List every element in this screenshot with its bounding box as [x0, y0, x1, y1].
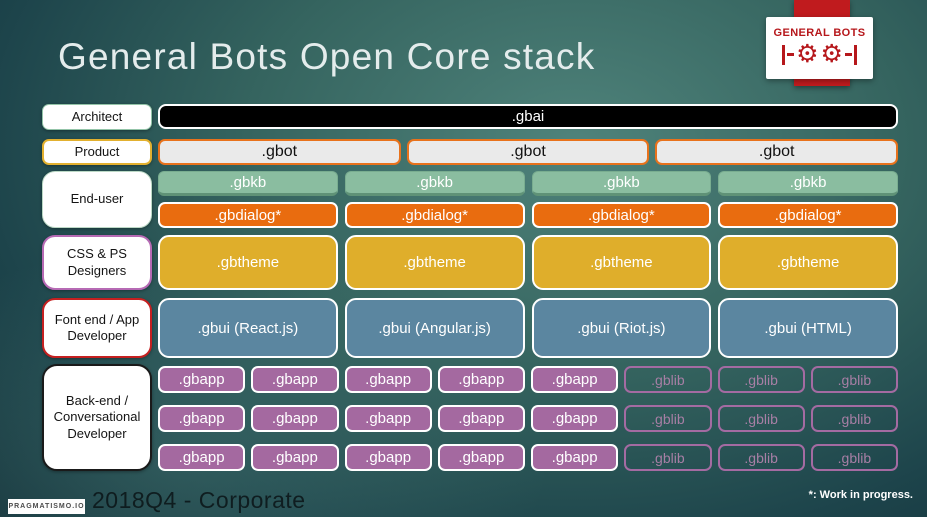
gbkb-block: .gbkb [718, 171, 898, 196]
row-gbui: .gbui (React.js) .gbui (Angular.js) .gbu… [158, 298, 898, 358]
row-gbdialog: .gbdialog* .gbdialog* .gbdialog* .gbdial… [158, 202, 898, 228]
row-gbkb: .gbkb .gbkb .gbkb .gbkb [158, 171, 898, 196]
row-gbot: .gbot .gbot .gbot [158, 139, 899, 165]
gbapp-block: .gbapp [437, 366, 525, 393]
row-backend-2: .gbapp .gbapp .gbapp .gbapp .gbapp .gbli… [158, 405, 898, 432]
gblib-block: .gblib [810, 405, 898, 432]
gbot-block: .gbot [655, 139, 899, 165]
gbui-riot-block: .gbui (Riot.js) [531, 298, 712, 358]
gbtheme-block: .gbtheme [718, 235, 898, 290]
gblib-block: .gblib [717, 405, 805, 432]
gblib-block: .gblib [624, 366, 712, 393]
gblib-block: .gblib [624, 444, 712, 471]
gears-icon: ⚙ ⚙ [782, 40, 857, 70]
gbtheme-block: .gbtheme [158, 235, 338, 290]
gbapp-block: .gbapp [251, 444, 339, 471]
gbapp-block: .gbapp [251, 366, 339, 393]
row-gbai: .gbai [158, 104, 898, 129]
page-title: General Bots Open Core stack [58, 36, 596, 77]
gbtheme-block: .gbtheme [344, 235, 525, 290]
role-label-product: Product [42, 139, 152, 165]
gear-icon: ⚙ [796, 40, 819, 68]
gblib-block: .gblib [717, 366, 805, 393]
gbkb-block: .gbkb [158, 171, 338, 196]
role-label-end-user: End-user [42, 171, 152, 228]
gbai-block: .gbai [158, 104, 898, 129]
gbot-block: .gbot [158, 139, 401, 165]
gblib-block: .gblib [717, 444, 805, 471]
gbapp-block: .gbapp [344, 444, 432, 471]
row-gbtheme: .gbtheme .gbtheme .gbtheme .gbtheme [158, 235, 898, 290]
gear-icon: ⚙ [820, 40, 843, 68]
row-backend-1: .gbapp .gbapp .gbapp .gbapp .gbapp .gbli… [158, 366, 898, 393]
gbui-html-block: .gbui (HTML) [718, 298, 898, 358]
gbui-angular-block: .gbui (Angular.js) [344, 298, 525, 358]
role-label-backend-developer: Back-end / Conversational Developer [42, 364, 152, 471]
gblib-block: .gblib [810, 444, 898, 471]
gbapp-block: .gbapp [531, 405, 619, 432]
gbapp-block: .gbapp [158, 405, 246, 432]
row-backend-3: .gbapp .gbapp .gbapp .gbapp .gbapp .gbli… [158, 444, 898, 471]
gbtheme-block: .gbtheme [531, 235, 712, 290]
gbapp-block: .gbapp [158, 366, 246, 393]
general-bots-logo: GENERAL BOTS ⚙ ⚙ [766, 17, 873, 79]
gbapp-block: .gbapp [344, 366, 432, 393]
bar-icon [787, 53, 795, 56]
gbot-block: .gbot [406, 139, 650, 165]
role-label-designers: CSS & PS Designers [42, 235, 152, 290]
gblib-block: .gblib [624, 405, 712, 432]
gbdialog-block: .gbdialog* [718, 202, 898, 228]
gblib-block: .gblib [810, 366, 898, 393]
work-in-progress-note: *: Work in progress. [808, 489, 913, 501]
gbapp-block: .gbapp [437, 444, 525, 471]
gbapp-block: .gbapp [531, 366, 619, 393]
gbui-react-block: .gbui (React.js) [158, 298, 338, 358]
gbdialog-block: .gbdialog* [344, 202, 525, 228]
bar-icon [844, 53, 852, 56]
gbkb-block: .gbkb [344, 171, 525, 196]
gbapp-block: .gbapp [158, 444, 246, 471]
role-label-architect: Architect [42, 104, 152, 130]
gbapp-block: .gbapp [344, 405, 432, 432]
bar-icon [782, 44, 786, 65]
gbdialog-block: .gbdialog* [531, 202, 712, 228]
role-label-frontend-developer: Font end / App Developer [42, 298, 152, 358]
gbdialog-block: .gbdialog* [158, 202, 338, 228]
pragmatismo-watermark: PRAGMATISMO.IO [8, 499, 85, 514]
gbapp-block: .gbapp [251, 405, 339, 432]
logo-text: GENERAL BOTS [773, 26, 866, 39]
footer-caption: 2018Q4 - Corporate [92, 487, 306, 513]
gbkb-block: .gbkb [531, 171, 712, 196]
gbapp-block: .gbapp [531, 444, 619, 471]
gbapp-block: .gbapp [437, 405, 525, 432]
bar-icon [853, 44, 857, 65]
